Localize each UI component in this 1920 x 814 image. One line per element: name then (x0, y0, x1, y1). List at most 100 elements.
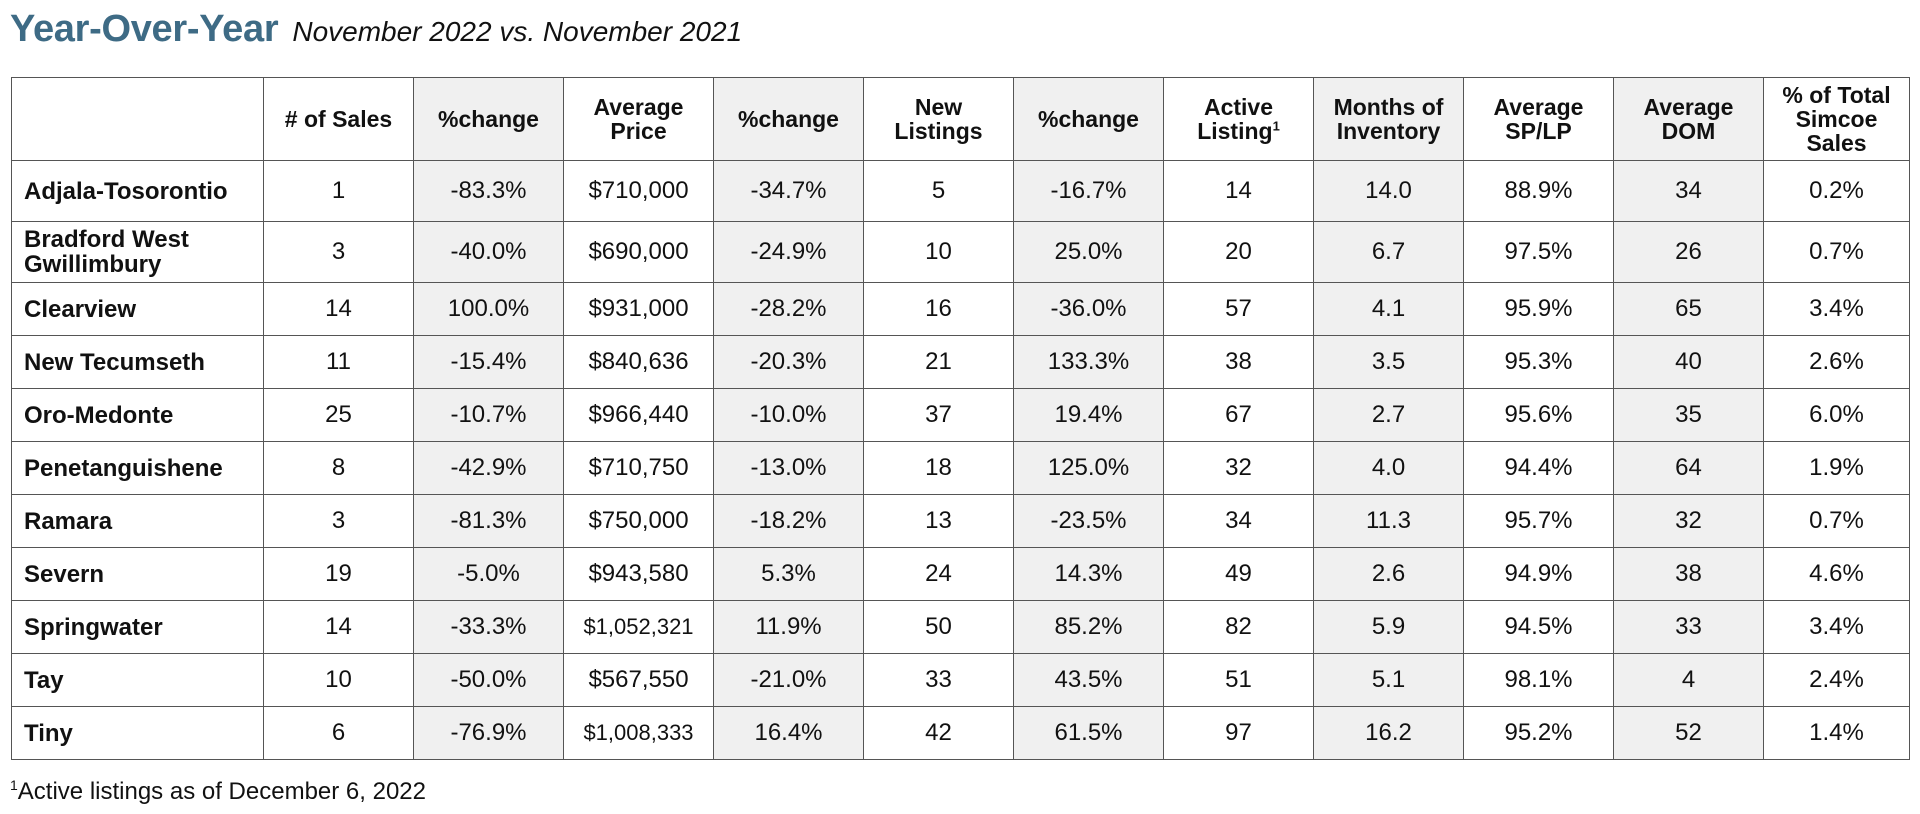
table-row: Springwater 14 -33.3% $1,052,321 11.9% 50 85.2… (11, 600, 1910, 654)
table-row: Adjala-Tosorontio 1 -83.3% $710,000 -34.7% 5-… (11, 160, 1910, 222)
active-listing-cell: 97 (1163, 706, 1314, 760)
new-listings-cell: 13 (863, 494, 1014, 548)
sales-change-cell: -83.3% (413, 160, 564, 222)
total-simcoe-share-cell: 2.4% (1763, 653, 1910, 707)
sales-change-cell: -5.0% (413, 547, 564, 601)
table-body: Adjala-Tosorontio 1 -83.3% $710,000 -34.7% 5-… (11, 160, 1910, 760)
price-change-cell: -28.2% (713, 282, 864, 336)
average-dom-cell: 64 (1613, 441, 1764, 495)
row-name-cell: Severn (11, 547, 264, 601)
price-change-cell: -18.2% (713, 494, 864, 548)
sales-change-cell: 100.0% (413, 282, 564, 336)
total-simcoe-share-cell: 0.7% (1763, 221, 1910, 283)
sales-count-cell: 6 (263, 706, 414, 760)
average-splp-cell: 95.9% (1463, 282, 1614, 336)
average-dom-cell: 35 (1613, 388, 1764, 442)
header-num-sales: # of Sales (263, 77, 414, 161)
active-listing-cell: 38 (1163, 335, 1314, 389)
average-splp-cell: 95.7% (1463, 494, 1614, 548)
active-listing-cell: 51 (1163, 653, 1314, 707)
new-listings-cell: 5 (863, 160, 1014, 222)
active-listing-cell: 34 (1163, 494, 1314, 548)
total-simcoe-share-cell: 2.6% (1763, 335, 1910, 389)
new-listings-cell: 16 (863, 282, 1014, 336)
footnote-marker-superscript: 1 (1272, 118, 1280, 134)
new-listings-cell: 50 (863, 600, 1014, 654)
months-inventory-cell: 4.0 (1313, 441, 1464, 495)
table-row: Oro-Medonte 25 -10.7% $966,440 -10.0% 37 19.4%… (11, 388, 1910, 442)
sales-count-cell: 25 (263, 388, 414, 442)
row-name-cell: Oro-Medonte (11, 388, 264, 442)
table-row: Clearview 14 100.0% $931,000 -28.2% 16 -36.0% 5… (11, 282, 1910, 336)
sales-count-cell: 14 (263, 282, 414, 336)
listings-change-cell: 25.0% (1013, 221, 1164, 283)
months-inventory-cell: 2.6 (1313, 547, 1464, 601)
average-dom-cell: 52 (1613, 706, 1764, 760)
total-simcoe-share-cell: 1.9% (1763, 441, 1910, 495)
table-row: Penetanguishene 8 -42.9% $710,750 -13.0% 18 12… (11, 441, 1910, 495)
average-splp-cell: 94.5% (1463, 600, 1614, 654)
header-new-listings: New Listings (863, 77, 1014, 161)
sales-count-cell: 8 (263, 441, 414, 495)
average-splp-cell: 94.9% (1463, 547, 1614, 601)
active-listing-cell: 82 (1163, 600, 1314, 654)
header-corner-cell (11, 77, 264, 161)
table-row: Ramara 3 -81.3% $750,000 -18.2% 13 -23.5% 34 11.… (11, 494, 1910, 548)
row-name-cell: Ramara (11, 494, 264, 548)
footnote: 1Active listings as of December 6, 2022 (10, 778, 426, 806)
months-inventory-cell: 5.1 (1313, 653, 1464, 707)
sales-count-cell: 3 (263, 494, 414, 548)
months-inventory-cell: 14.0 (1313, 160, 1464, 222)
sales-change-cell: -40.0% (413, 221, 564, 283)
sales-change-cell: -81.3% (413, 494, 564, 548)
report-heading: Year-Over-Year November 2022 vs. Novembe… (10, 8, 742, 54)
average-price-cell: $567,550 (563, 653, 714, 707)
header-row: # of Sales %change Average Price %change… (11, 77, 1910, 161)
listings-change-cell: 19.4% (1013, 388, 1164, 442)
listings-change-cell: 85.2% (1013, 600, 1164, 654)
average-price-cell: $1,052,321 (563, 600, 714, 654)
sales-change-cell: -50.0% (413, 653, 564, 707)
header-active-listing: Active Listing1 (1163, 77, 1314, 161)
price-change-cell: 16.4% (713, 706, 864, 760)
months-inventory-cell: 11.3 (1313, 494, 1464, 548)
average-price-cell: $750,000 (563, 494, 714, 548)
total-simcoe-share-cell: 0.7% (1763, 494, 1910, 548)
active-listing-cell: 67 (1163, 388, 1314, 442)
average-price-cell: $943,580 (563, 547, 714, 601)
heading-title: Year-Over-Year (10, 8, 279, 50)
average-dom-cell: 38 (1613, 547, 1764, 601)
header-average-splp: Average SP/LP (1463, 77, 1614, 161)
listings-change-cell: 14.3% (1013, 547, 1164, 601)
new-listings-cell: 10 (863, 221, 1014, 283)
new-listings-cell: 18 (863, 441, 1014, 495)
row-name-cell: Clearview (11, 282, 264, 336)
header-listings-change: %change (1013, 77, 1164, 161)
listings-change-cell: -36.0% (1013, 282, 1164, 336)
months-inventory-cell: 5.9 (1313, 600, 1464, 654)
table-row: Bradford West Gwillimbury 3 -40.0% $690,000… (11, 221, 1910, 283)
listings-change-cell: 125.0% (1013, 441, 1164, 495)
average-dom-cell: 32 (1613, 494, 1764, 548)
table-row: Tay 10 -50.0% $567,550 -21.0% 33 43.5% 51 5.1 98.… (11, 653, 1910, 707)
sales-count-cell: 11 (263, 335, 414, 389)
total-simcoe-share-cell: 1.4% (1763, 706, 1910, 760)
average-price-cell: $966,440 (563, 388, 714, 442)
new-listings-cell: 42 (863, 706, 1014, 760)
average-dom-cell: 26 (1613, 221, 1764, 283)
average-splp-cell: 97.5% (1463, 221, 1614, 283)
total-simcoe-share-cell: 0.2% (1763, 160, 1910, 222)
table-row: New Tecumseth 11 -15.4% $840,636 -20.3% 21 133… (11, 335, 1910, 389)
sales-change-cell: -33.3% (413, 600, 564, 654)
average-dom-cell: 40 (1613, 335, 1764, 389)
price-change-cell: 5.3% (713, 547, 864, 601)
average-price-cell: $710,000 (563, 160, 714, 222)
months-inventory-cell: 3.5 (1313, 335, 1464, 389)
row-name-cell: Springwater (11, 600, 264, 654)
sales-change-cell: -10.7% (413, 388, 564, 442)
row-name-cell: Tiny (11, 706, 264, 760)
average-splp-cell: 95.2% (1463, 706, 1614, 760)
active-listing-cell: 20 (1163, 221, 1314, 283)
average-price-cell: $840,636 (563, 335, 714, 389)
price-change-cell: -20.3% (713, 335, 864, 389)
